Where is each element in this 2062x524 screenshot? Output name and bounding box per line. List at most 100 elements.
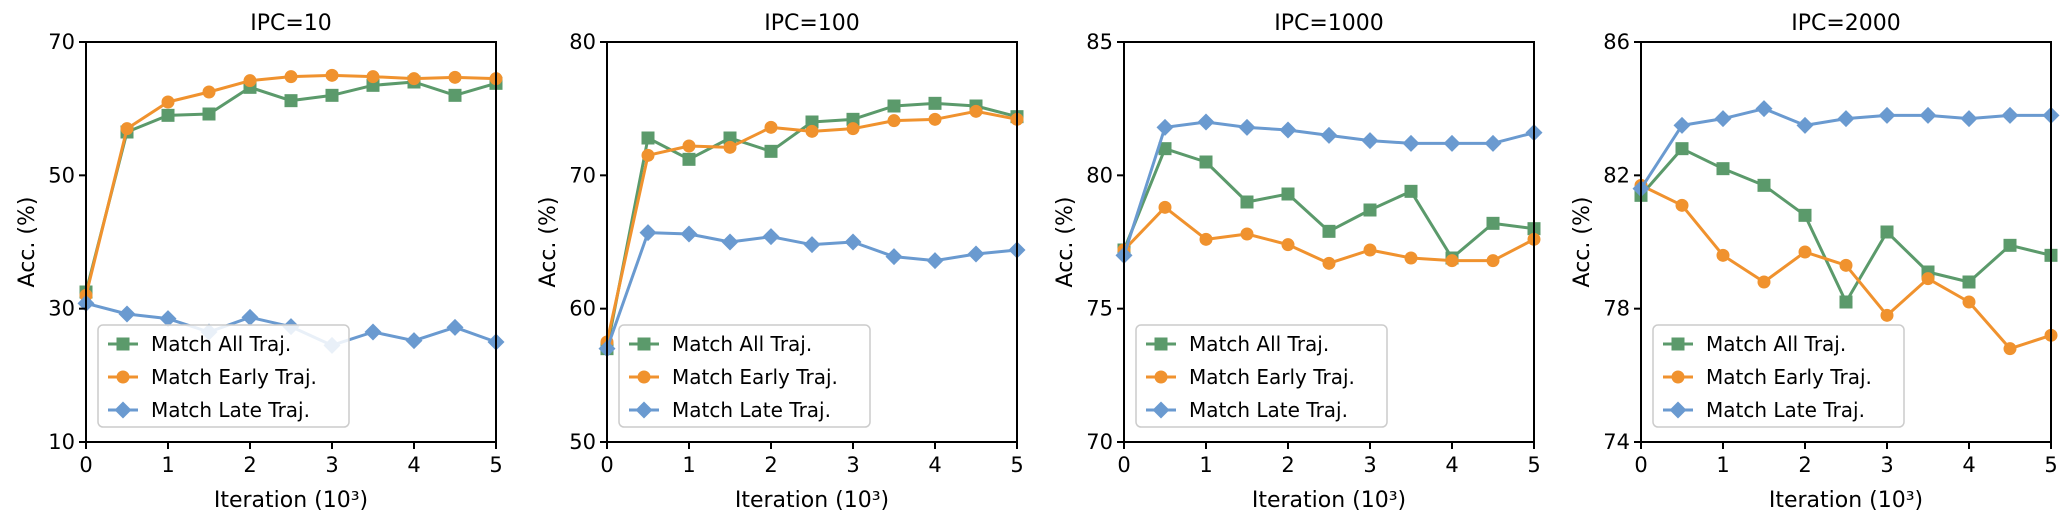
data-point: [446, 318, 464, 336]
data-point: [1755, 100, 1773, 118]
x-tick-label: 2: [764, 453, 777, 477]
data-point: [448, 70, 462, 84]
legend-marker: [637, 337, 651, 351]
data-point: [1281, 238, 1295, 252]
data-point: [120, 122, 134, 136]
y-tick-label: 70: [569, 163, 596, 187]
data-point: [1238, 118, 1256, 136]
legend-marker: [637, 370, 651, 384]
data-point: [1445, 254, 1459, 268]
data-point: [325, 88, 339, 102]
data-point: [967, 245, 985, 263]
data-point: [1404, 184, 1418, 198]
data-point: [118, 305, 136, 323]
data-point: [1716, 248, 1730, 262]
data-point: [161, 108, 175, 122]
data-point: [1673, 116, 1691, 134]
data-point: [202, 85, 216, 99]
data-point: [844, 233, 862, 251]
series-line-1: [1122, 147, 1535, 260]
y-tick-label: 75: [1086, 297, 1113, 321]
x-axis-label: Iteration (10³): [735, 488, 889, 513]
series-group: [77, 68, 505, 354]
plot-frame: [1123, 41, 1535, 443]
legend-label: Match Early Traj.: [1706, 365, 1872, 389]
x-tick-label: 2: [243, 453, 256, 477]
chart-panel-1: IPC=10 0 1 2 3 4 5 10 30 50 70 Iteration (10³) Acc. …: [15, 11, 505, 513]
data-point: [1281, 187, 1295, 201]
x-tick-label: 4: [928, 453, 941, 477]
data-point: [721, 233, 739, 251]
data-point: [764, 144, 778, 158]
x-tick-label: 5: [1010, 453, 1023, 477]
legend-marker: [1154, 337, 1168, 351]
legend-label: Match Early Traj.: [1189, 365, 1355, 389]
data-point: [2003, 342, 2017, 356]
x-axis-label: Iteration (10³): [1769, 488, 1923, 513]
data-point: [1962, 275, 1976, 289]
x-axis-label: Iteration (10³): [1252, 488, 1406, 513]
data-point: [1757, 275, 1771, 289]
legend-label: Match Early Traj.: [672, 365, 838, 389]
data-point: [1199, 155, 1213, 169]
data-point: [1279, 121, 1297, 139]
data-point: [682, 139, 696, 153]
y-tick-label: 50: [569, 430, 596, 454]
data-point: [1716, 162, 1730, 176]
data-point: [764, 120, 778, 134]
y-tick-label: 80: [569, 30, 596, 54]
data-point: [1197, 113, 1215, 131]
data-point: [284, 94, 298, 108]
series-group: [1115, 113, 1543, 270]
data-point: [1714, 110, 1732, 128]
legend: Match All Traj. Match Early Traj. Match La…: [1135, 324, 1388, 428]
legend: Match All Traj. Match Early Traj. Match La…: [618, 324, 871, 428]
legend-label: Match Late Traj.: [151, 398, 310, 422]
data-point: [928, 112, 942, 126]
legend-label: Match All Traj.: [1189, 332, 1329, 356]
data-point: [723, 140, 737, 154]
chart-title: IPC=1000: [1274, 11, 1384, 36]
legend-box: [97, 324, 350, 428]
data-point: [926, 252, 944, 270]
data-point: [1199, 232, 1213, 246]
legend-marker: [114, 401, 132, 419]
data-point: [284, 70, 298, 84]
legend-marker: [1671, 337, 1685, 351]
data-point: [1363, 243, 1377, 257]
x-tick-label: 3: [325, 453, 338, 477]
data-point: [1156, 118, 1174, 136]
data-point: [1486, 216, 1500, 230]
data-point: [1962, 295, 1976, 309]
y-tick-label: 30: [48, 297, 75, 321]
data-point: [762, 228, 780, 246]
data-point: [1798, 245, 1812, 259]
x-tick-label: 0: [1117, 453, 1130, 477]
data-point: [641, 148, 655, 162]
data-point: [1484, 134, 1502, 152]
data-point: [159, 310, 177, 328]
legend-label: Match Late Traj.: [1189, 398, 1348, 422]
y-tick-label: 74: [1603, 430, 1630, 454]
legend-label: Match Early Traj.: [151, 365, 317, 389]
data-point: [364, 323, 382, 341]
y-tick-label: 78: [1603, 297, 1630, 321]
data-point: [1443, 134, 1461, 152]
data-point: [2003, 238, 2017, 252]
legend-marker: [1671, 370, 1685, 384]
x-tick-label: 1: [161, 453, 174, 477]
y-tick-label: 85: [1086, 30, 1113, 54]
legend-marker: [1152, 401, 1170, 419]
data-point: [325, 68, 339, 82]
data-point: [1878, 106, 1896, 124]
x-tick-label: 4: [1445, 453, 1458, 477]
data-point: [1757, 178, 1771, 192]
data-point: [243, 74, 257, 88]
data-point: [1880, 308, 1894, 322]
chart-panel-4: IPC=2000 0 1 2 3 4 5 74 78 82 86 Iteration (10³) Acc…: [1570, 11, 2060, 513]
legend-box: [618, 324, 871, 428]
data-point: [1921, 272, 1935, 286]
data-point: [1839, 295, 1853, 309]
legend-marker: [116, 370, 130, 384]
x-axis-label: Iteration (10³): [214, 488, 368, 513]
